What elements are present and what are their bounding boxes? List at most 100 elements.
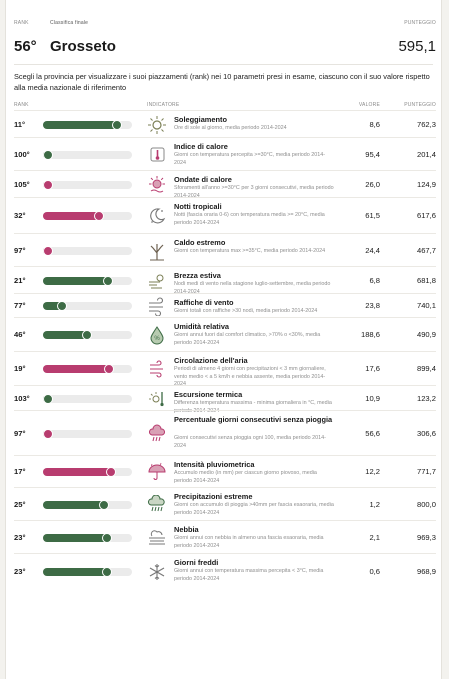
row-rank: 105° [14,180,30,189]
indicator-title: Intensità pluviometrica [174,460,255,469]
indicator-title: Umidità relativa [174,322,230,331]
ranking-card: RANK Classifica finale PUNTEGGIO 56° Gro… [5,0,442,679]
indicator-description: Giorni annui con temperatura massima per… [174,568,324,582]
wind-icon [147,296,167,316]
rank-bar [43,429,132,439]
rank-bar-marker [43,150,53,160]
moon-icon [147,206,167,226]
indicator-score: 740,1 [416,301,436,310]
rank-bar [43,120,132,130]
table-row[interactable]: 17° Intensità pluviometrica Accumulo medio… [14,455,436,487]
indicator-description: Giorni consecutivi senza pioggia ogni 10… [174,435,326,449]
punteggio-label: PUNTEGGIO [404,20,436,26]
intro-text: Scegli la provincia per visualizzare i s… [14,72,430,92]
row-rank: 23° [14,567,26,576]
table-row[interactable]: 32° Notti tropicali Notti (fascia oraria 0… [14,197,436,233]
indicator-title: Circolazione dell'aria [174,356,248,365]
row-rank: 25° [14,500,26,509]
indicator-score: 306,6 [416,429,436,438]
table-row[interactable]: 11° Soleggiamento Ore di sole al giorno, m… [14,110,436,137]
province-name[interactable]: Grosseto [50,38,116,55]
indicator-description: Sforamenti all'anno >=30°C per 3 giorni … [174,185,334,199]
indicator-value: 188,6 [360,330,380,339]
rank-bar-marker [102,533,112,543]
rank-bar-marker [57,301,67,311]
table-row[interactable]: 105° Ondate di calore Sforamenti all'anno … [14,170,436,199]
rank-bar-marker [82,330,92,340]
rank-bar-marker [43,246,53,256]
dry-tree-icon [147,241,167,261]
breeze-sun-icon [147,271,167,291]
indicator-value: 1,2 [369,500,380,509]
table-row[interactable]: 25° Precipitazioni estreme Giorni con accu… [14,487,436,520]
overall-rank: 56° [14,38,37,55]
rank-bar-marker [43,180,53,190]
umbrella-icon [147,462,167,482]
rank-bar-fill [43,331,90,339]
rank-bar [43,567,132,577]
temperature-range-icon [147,389,167,409]
rank-bar-marker [43,429,53,439]
table-row[interactable]: 21° Brezza estiva Nodi medi di vento nella… [14,266,436,295]
humidity-drop-icon: % [147,325,167,345]
row-rank: 17° [14,467,26,476]
indicator-description: Giorni totali con raffiche >30 nodi, med… [174,308,318,314]
table-row[interactable]: 97° Caldo estremo Giorni con temperatura m… [14,233,436,266]
indicator-score: 617,6 [416,211,436,220]
indicator-score: 969,3 [416,533,436,542]
indicator-value: 61,5 [365,211,380,220]
indicator-title: Percentuale giorni consecutivi senza pio… [174,415,333,424]
rank-bar [43,180,132,190]
indicator-score: 490,9 [416,330,436,339]
rank-bar-fill [43,468,114,476]
sun-icon [147,115,167,135]
indicator-description: Periodi di almeno 4 giorni con precipita… [174,366,326,387]
col-indicatore: INDICATORE [147,102,180,108]
rank-bar [43,467,132,477]
col-rank: RANK [14,102,29,108]
indicator-title: Nebbia [174,525,199,534]
fog-icon [147,528,167,548]
row-rank: 46° [14,330,26,339]
table-row[interactable]: 77° Raffiche di vento Giorni totali con ra… [14,293,436,317]
indicator-value: 23,8 [365,301,380,310]
table-row[interactable]: 103° Escursione termica Differenza tempera… [14,385,436,414]
indicator-score: 899,4 [416,364,436,373]
row-rank: 11° [14,120,26,129]
indicator-score: 681,8 [416,276,436,285]
rank-label: RANK [14,20,29,26]
rank-bar-fill [43,365,112,373]
table-row[interactable]: 19° Circolazione dell'aria Periodi di alme… [14,351,436,387]
indicator-value: 10,9 [365,394,380,403]
indicator-score: 123,2 [416,394,436,403]
rank-bar [43,500,132,510]
table-header: RANK INDICATORE VALORE PUNTEGGIO [14,102,436,110]
row-rank: 103° [14,394,30,403]
indicator-score: 968,9 [416,567,436,576]
air-circulation-icon [147,359,167,379]
rank-bar [43,246,132,256]
indicator-title: Raffiche di vento [174,298,234,307]
table-row[interactable]: 100° Indice di calore Giorni con temperatu… [14,137,436,170]
rank-bar-marker [102,567,112,577]
rank-bar [43,301,132,311]
rank-bar [43,394,132,404]
rank-bar-fill [43,277,111,285]
indicator-title: Notti tropicali [174,202,222,211]
indicator-score: 762,3 [416,120,436,129]
indicator-description: Nodi medi di vento nella stagione luglio… [174,281,331,295]
indicator-value: 26,0 [365,180,380,189]
indicator-title: Caldo estremo [174,238,226,247]
indicator-value: 24,4 [365,246,380,255]
indicator-title: Indice di calore [174,142,228,151]
table-row[interactable]: 97° Percentuale giorni consecutivi senza … [14,410,436,455]
svg-text:%: % [154,336,160,342]
overall-score: 595,1 [398,38,436,55]
table-row[interactable]: 46°% Umidità relativa Giorni annui fuori d… [14,317,436,351]
col-valore: VALORE [358,102,380,108]
row-rank: 77° [14,301,26,310]
indicator-title: Soleggiamento [174,115,227,124]
table-row[interactable]: 23° Giorni freddi Giorni annui con tempera… [14,553,436,588]
snowflake-icon [147,562,167,582]
table-row[interactable]: 23° Nebbia Giorni annui con nebbia in alme… [14,520,436,553]
